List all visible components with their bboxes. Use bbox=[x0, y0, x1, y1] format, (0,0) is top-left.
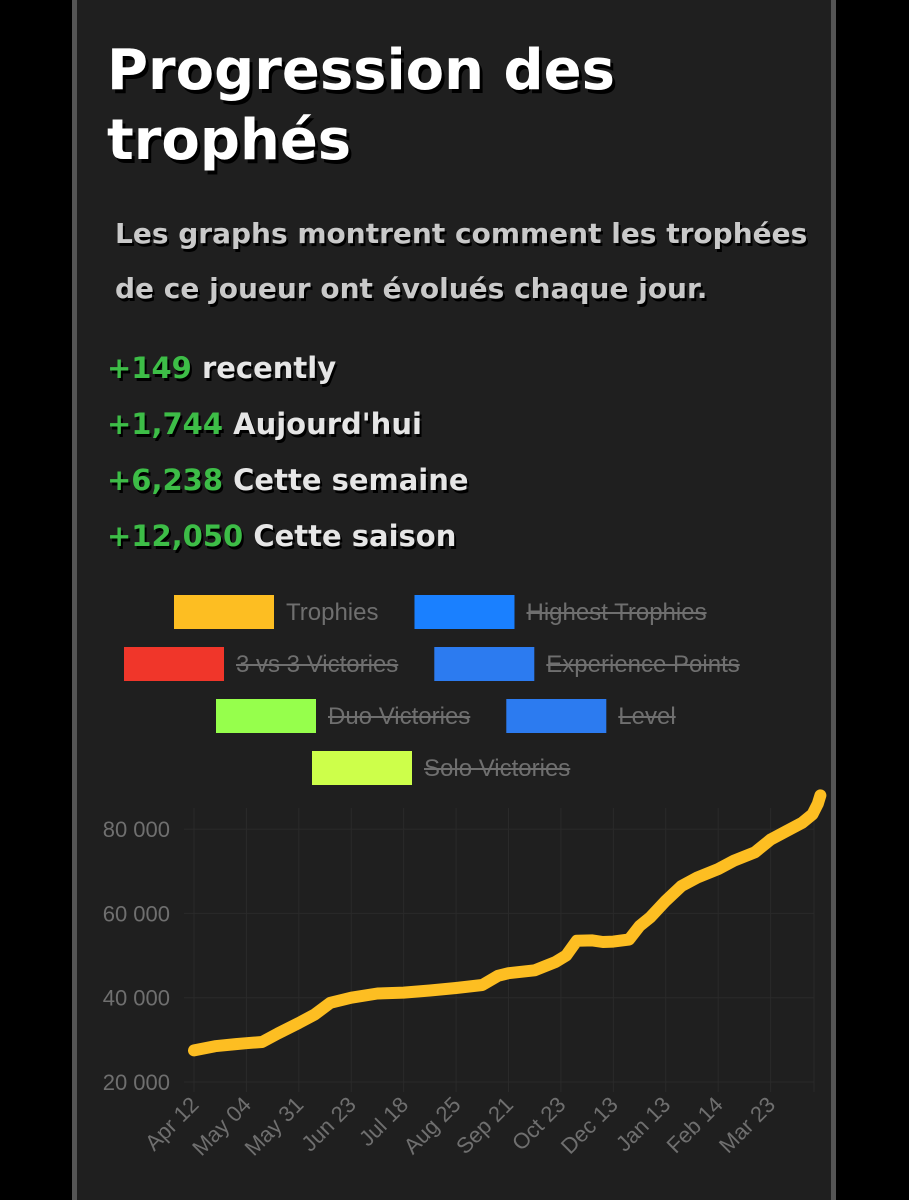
stat-week: +6,238 Cette semaine bbox=[107, 452, 469, 508]
stat-value: +12,050 bbox=[107, 519, 244, 553]
series-line-trophies bbox=[188, 789, 827, 1057]
stat-label: Cette saison bbox=[253, 519, 457, 553]
x-tick-label: Jun 23 bbox=[296, 1092, 360, 1156]
x-tick-label: May 31 bbox=[240, 1092, 309, 1161]
stats-list: +149 recently +1,744 Aujourd'hui +6,238 … bbox=[107, 340, 469, 564]
x-tick-label: Jan 13 bbox=[611, 1092, 675, 1156]
legend-swatch bbox=[434, 647, 535, 681]
y-tick-label: 20 000 bbox=[103, 1070, 170, 1095]
legend-swatch bbox=[414, 595, 515, 629]
legend-swatch bbox=[506, 699, 607, 733]
y-tick-label: 40 000 bbox=[103, 986, 170, 1011]
y-tick-label: 80 000 bbox=[103, 817, 170, 842]
stat-today: +1,744 Aujourd'hui bbox=[107, 396, 469, 452]
stat-label: recently bbox=[201, 351, 337, 385]
y-tick-label: 60 000 bbox=[103, 901, 170, 926]
x-tick-label: Aug 25 bbox=[399, 1092, 466, 1159]
content-panel: Progression des trophés Les graphs montr… bbox=[72, 0, 836, 1200]
stat-recently: +149 recently bbox=[107, 340, 469, 396]
legend-swatch bbox=[124, 647, 224, 681]
legend-swatch bbox=[174, 595, 274, 629]
stat-value: +6,238 bbox=[107, 463, 224, 497]
stat-label: Cette semaine bbox=[233, 463, 469, 497]
x-tick-label: Feb 14 bbox=[662, 1092, 728, 1158]
legend-swatch bbox=[312, 751, 412, 785]
legend-swatch bbox=[216, 699, 316, 733]
legend-label: Trophies bbox=[286, 599, 378, 626]
x-tick-label: Mar 23 bbox=[714, 1092, 780, 1158]
page-title: Progression des trophés bbox=[107, 38, 615, 173]
stat-season: +12,050 Cette saison bbox=[107, 508, 469, 564]
x-tick-label: Dec 13 bbox=[556, 1092, 623, 1159]
stat-value: +1,744 bbox=[107, 407, 224, 441]
stat-value: +149 bbox=[107, 351, 192, 385]
page-subtitle: Les graphs montrent comment les trophées… bbox=[115, 217, 808, 305]
x-tick-label: Sep 21 bbox=[451, 1092, 518, 1159]
stat-label: Aujourd'hui bbox=[233, 407, 422, 441]
